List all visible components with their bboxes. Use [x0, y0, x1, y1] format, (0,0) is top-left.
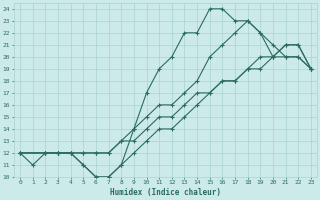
X-axis label: Humidex (Indice chaleur): Humidex (Indice chaleur): [110, 188, 221, 197]
